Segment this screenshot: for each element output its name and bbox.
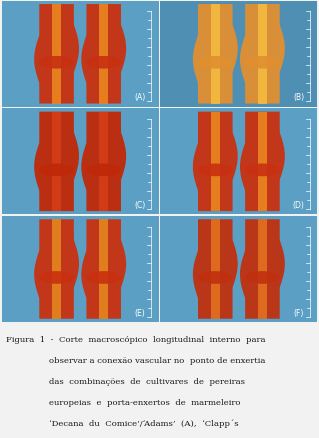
Polygon shape [34, 219, 79, 319]
Polygon shape [52, 4, 61, 103]
Polygon shape [258, 219, 267, 319]
Ellipse shape [245, 56, 280, 69]
Polygon shape [52, 219, 61, 319]
Ellipse shape [198, 56, 233, 69]
Ellipse shape [86, 271, 121, 284]
Text: europeias  e  porta-enxertos  de  marmeleiro: europeias e porta-enxertos de marmeleiro [49, 399, 241, 407]
Ellipse shape [39, 271, 74, 284]
Polygon shape [240, 4, 285, 103]
Text: observar a conexão vascular no  ponto de enxertia: observar a conexão vascular no ponto de … [49, 357, 266, 364]
Polygon shape [240, 219, 285, 319]
Polygon shape [240, 112, 285, 211]
Polygon shape [81, 219, 126, 319]
Polygon shape [34, 4, 79, 103]
Polygon shape [100, 4, 108, 103]
Polygon shape [193, 219, 238, 319]
Polygon shape [81, 112, 126, 211]
Text: das  combinações  de  cultivares  de  pereiras: das combinações de cultivares de pereira… [49, 378, 245, 385]
Polygon shape [100, 219, 108, 319]
Ellipse shape [245, 163, 280, 176]
Polygon shape [211, 4, 219, 103]
Ellipse shape [39, 163, 74, 176]
Text: Figura  1  -  Corte  macroscópico  longitudinal  interno  para: Figura 1 - Corte macroscópico longitudin… [6, 336, 266, 343]
Ellipse shape [198, 163, 233, 176]
Text: (D): (D) [293, 201, 305, 210]
Ellipse shape [198, 271, 233, 284]
Polygon shape [211, 219, 219, 319]
Ellipse shape [245, 271, 280, 284]
Text: (E): (E) [135, 309, 145, 318]
Text: ‘Decana  du  Comice’/‘Adams’  (A),  ‘Clapp´s: ‘Decana du Comice’/‘Adams’ (A), ‘Clapp´s [49, 420, 239, 428]
Text: (C): (C) [134, 201, 145, 210]
Polygon shape [258, 112, 267, 211]
Polygon shape [81, 4, 126, 103]
Ellipse shape [86, 163, 121, 176]
Polygon shape [193, 4, 238, 103]
Polygon shape [258, 4, 267, 103]
Polygon shape [52, 112, 61, 211]
Text: (F): (F) [293, 309, 304, 318]
Text: (B): (B) [293, 93, 304, 102]
Text: (A): (A) [134, 93, 145, 102]
Polygon shape [211, 112, 219, 211]
Polygon shape [100, 112, 108, 211]
Polygon shape [34, 112, 79, 211]
Polygon shape [193, 112, 238, 211]
Ellipse shape [39, 56, 74, 69]
Ellipse shape [86, 56, 121, 69]
